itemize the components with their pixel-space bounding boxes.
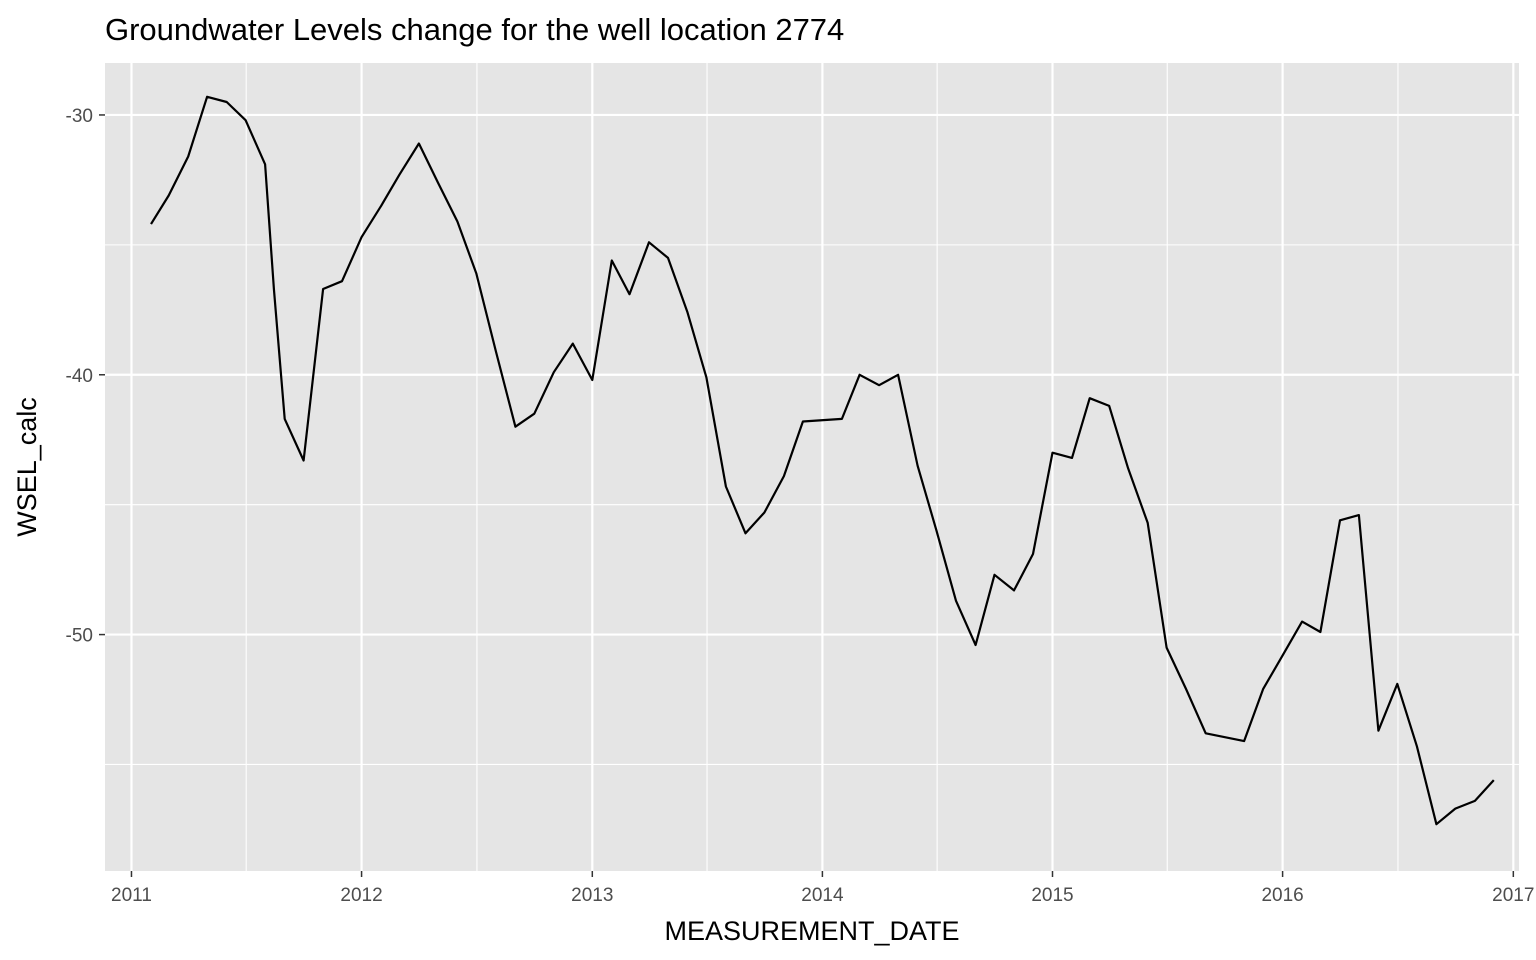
y-tick-label: -50 bbox=[66, 626, 93, 647]
x-tick-label: 2011 bbox=[111, 885, 152, 906]
major-gridlines bbox=[105, 63, 1519, 871]
x-tick-label: 2012 bbox=[340, 885, 382, 906]
chart-title: Groundwater Levels change for the well l… bbox=[105, 12, 844, 47]
y-axis: -30 -40 -50 bbox=[66, 106, 105, 647]
y-tick-label: -30 bbox=[66, 106, 93, 127]
x-tick-label: 2015 bbox=[1031, 885, 1073, 906]
x-tick-label: 2014 bbox=[801, 885, 844, 906]
y-tick-label: -40 bbox=[66, 366, 93, 387]
y-axis-title: WSEL_calc bbox=[12, 397, 42, 537]
x-axis-title: MEASUREMENT_DATE bbox=[664, 916, 959, 946]
plot-panel bbox=[105, 63, 1519, 871]
x-tick-label: 2017 bbox=[1492, 885, 1534, 906]
x-tick-label: 2016 bbox=[1261, 885, 1303, 906]
x-tick-label: 2013 bbox=[571, 885, 613, 906]
series-line bbox=[150, 95, 1495, 826]
x-axis: 2011 2012 2013 2014 2015 2016 2017 bbox=[111, 871, 1534, 906]
